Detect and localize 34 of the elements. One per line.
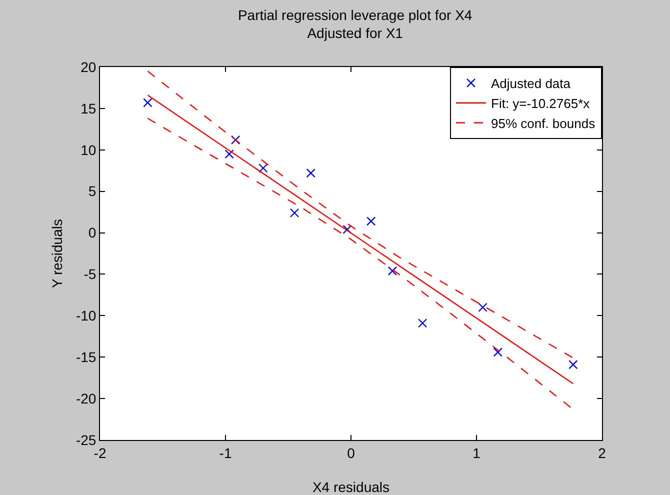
legend-label: Fit: y=-10.2765*x — [491, 96, 590, 111]
y-axis-title: Y residuals — [49, 218, 65, 288]
x-tick-label: 0 — [347, 444, 356, 461]
y-tick-label: 0 — [88, 224, 96, 241]
point — [258, 164, 268, 173]
point — [342, 224, 352, 234]
y-tick-label: 15 — [80, 100, 96, 116]
legend-label: Adjusted data — [491, 76, 572, 92]
point — [493, 348, 502, 357]
point — [388, 266, 398, 276]
point — [568, 360, 578, 370]
x-tick-label: -1 — [219, 444, 232, 461]
x-tick-label: 1 — [472, 444, 481, 461]
y-tick-label: -25 — [76, 432, 96, 448]
legend-label: 95% conf. bounds — [491, 116, 596, 131]
y-tick-label: 20 — [80, 58, 96, 75]
y-tick-label: -5 — [84, 266, 96, 282]
x-axis-title: X4 residuals — [312, 479, 390, 495]
y-tick-label: -20 — [76, 390, 96, 406]
point — [143, 98, 152, 108]
y-tick-label: 10 — [80, 142, 96, 158]
x-tick-label: 2 — [598, 444, 606, 461]
point — [224, 149, 234, 159]
point — [478, 302, 488, 312]
point — [366, 216, 376, 226]
point — [230, 135, 240, 145]
y-tick-label: 5 — [88, 183, 96, 200]
point — [290, 208, 300, 218]
point — [418, 318, 428, 328]
y-tick-label: -15 — [76, 349, 96, 366]
point — [306, 168, 316, 178]
x-tick-label: -2 — [94, 444, 106, 461]
y-tick-label: -10 — [76, 308, 96, 324]
chart-title: Partial regression leverage plot for X4 Adjusted for X1 — [238, 6, 472, 41]
